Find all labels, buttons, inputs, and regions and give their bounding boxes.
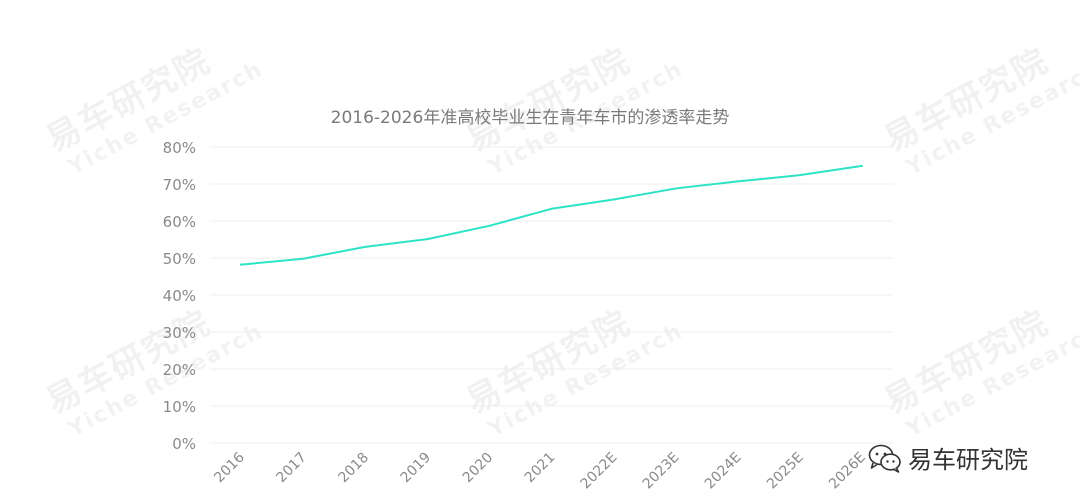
y-tick-label: 80% bbox=[163, 139, 196, 157]
data-point bbox=[861, 164, 863, 167]
brand-badge: 易车研究院 bbox=[868, 440, 1028, 475]
data-point bbox=[612, 198, 615, 201]
data-point bbox=[798, 174, 801, 177]
y-axis-ticks: 0% 10% 20% 30% 40% 50% 60% 70% 80% bbox=[163, 139, 196, 453]
gridlines bbox=[210, 146, 893, 444]
data-point bbox=[550, 207, 553, 210]
x-axis-ticks: 2016 2017 2018 2019 2020 2021 2022E 2023E 2024E 2… bbox=[211, 449, 869, 492]
x-tick-label: 2025E bbox=[764, 450, 807, 493]
x-tick-label: 2018 bbox=[336, 450, 373, 487]
y-tick-label: 30% bbox=[163, 324, 196, 342]
x-tick-label: 2021 bbox=[522, 450, 559, 487]
y-tick-label: 10% bbox=[163, 398, 196, 416]
y-tick-label: 40% bbox=[163, 287, 196, 305]
x-tick-label: 2017 bbox=[273, 450, 310, 487]
x-tick-label: 2016 bbox=[211, 449, 248, 486]
y-tick-label: 70% bbox=[163, 176, 196, 194]
series-layer bbox=[240, 164, 863, 266]
data-point bbox=[674, 187, 677, 190]
x-tick-label: 2026E bbox=[826, 450, 869, 493]
y-tick-label: 20% bbox=[163, 361, 196, 379]
y-tick-label: 50% bbox=[163, 250, 196, 268]
data-point bbox=[488, 224, 491, 227]
x-tick-label: 2023E bbox=[640, 450, 683, 493]
brand-label: 易车研究院 bbox=[908, 446, 1028, 474]
series-line bbox=[240, 164, 863, 266]
data-point bbox=[302, 257, 305, 260]
y-tick-label: 0% bbox=[172, 435, 196, 453]
data-point bbox=[426, 238, 429, 241]
data-point bbox=[240, 263, 242, 266]
x-tick-label: 2024E bbox=[702, 450, 745, 493]
x-tick-label: 2022E bbox=[578, 450, 621, 493]
data-point bbox=[736, 180, 739, 183]
chart-title: 2016-2026年准高校毕业生在青年车市的渗透率走势 bbox=[331, 108, 730, 128]
data-point bbox=[364, 245, 367, 248]
y-tick-label: 60% bbox=[163, 213, 196, 231]
x-tick-label: 2020 bbox=[460, 450, 497, 487]
x-tick-label: 2019 bbox=[398, 450, 435, 487]
wechat-icon bbox=[868, 444, 901, 473]
